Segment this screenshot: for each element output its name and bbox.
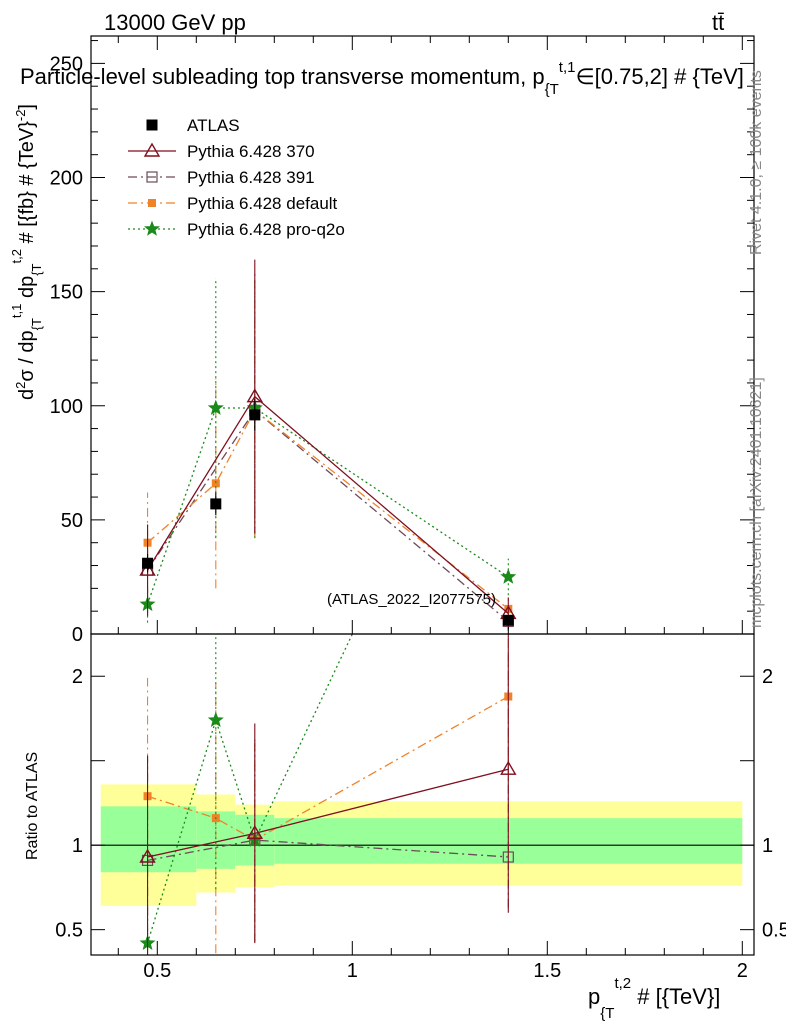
point-atlas-1 — [210, 498, 222, 510]
legend-marker-atlas — [146, 119, 158, 131]
ratio-panel-data — [139, 298, 517, 955]
main-ytick-label-0: 0 — [72, 624, 83, 646]
main-y-axis-label: d2σ / dp{Tt,1 dp{Tt,2 # [{fb} # {TeV}-2] — [9, 104, 44, 400]
title-superscript: t,1 — [559, 59, 576, 76]
main-ytick-label-1: 50 — [61, 510, 83, 532]
axes-ticks: 0 50 100 150 200 250 0.5 0.5 1 1 2 2 0.5 1 1.5 2 — [50, 36, 786, 982]
ratio-ytick-label-right-3: 2 — [762, 666, 773, 688]
ratio-uncertainty-bands — [91, 784, 754, 907]
title-subscript: {T — [545, 81, 559, 98]
xtick-label-3: 2 — [737, 960, 748, 982]
ratio-ytick-label-3: 2 — [72, 666, 83, 688]
analysis-watermark: (ATLAS_2022_I2077575) — [327, 591, 496, 608]
legend-marker-default — [148, 199, 156, 207]
xtick-label-1: 1 — [347, 960, 358, 982]
main-ytick-label-4: 200 — [50, 168, 83, 190]
series-atlas — [142, 398, 514, 626]
point-atlas-3 — [502, 614, 514, 626]
point-p370-0 — [139, 848, 156, 863]
main-ytick-label-2: 100 — [50, 396, 83, 418]
mcplots-label: mcplots.cern.ch [arXiv:2401.10621] — [748, 377, 765, 628]
process-label: tt̄ — [712, 10, 724, 35]
line-default — [147, 409, 509, 610]
legend-marker-p391 — [146, 171, 158, 183]
ratio-ytick-label-1: 1 — [72, 835, 83, 857]
rivet-version-label: Rivet 4.1.0, ≥ 100k events — [748, 70, 765, 255]
main-ytick-label-3: 150 — [50, 282, 83, 304]
point-proq2o-1 — [207, 711, 224, 727]
point-default-1 — [211, 479, 220, 488]
point-proq2o-3 — [502, 298, 515, 311]
ratio-panel-frame — [90, 633, 755, 956]
title-tail: ∈[0.75,2] # {TeV] — [575, 64, 743, 89]
legend: ATLAS Pythia 6.428 370 Pythia 6.428 391 Pyt… — [128, 116, 345, 239]
line-p370 — [146, 395, 509, 614]
inner-band-0 — [100, 806, 197, 873]
point-p370-0 — [139, 561, 156, 576]
ratio-ytick-label-0: 0.5 — [55, 920, 83, 942]
legend-label-p370: Pythia 6.428 370 — [187, 142, 315, 161]
title-main: Particle-level subleading top transverse… — [20, 64, 545, 89]
point-p370-2 — [500, 760, 517, 775]
legend-marker-proq2o — [144, 220, 160, 236]
series-p391 — [141, 273, 514, 631]
point-proq2o-1 — [207, 399, 224, 415]
series-p370 — [139, 634, 517, 955]
main-ytick-label-5: 250 — [50, 53, 83, 75]
x-axis-label: p{Tt,2 # [{TeV}] — [588, 975, 720, 1022]
energy-label: 13000 GeV pp — [104, 10, 246, 35]
legend-item-proq2o: Pythia 6.428 pro-q2o — [128, 220, 345, 239]
chart-title: Particle-level subleading top transverse… — [20, 59, 744, 98]
point-atlas-2 — [249, 409, 261, 421]
legend-label-atlas: ATLAS — [187, 116, 240, 135]
point-proq2o-3 — [500, 568, 517, 584]
legend-item-default: Pythia 6.428 default — [128, 194, 338, 213]
ratio-ytick-label-right-0: 0.5 — [762, 920, 786, 942]
line-proq2o — [146, 634, 354, 944]
main-panel-data — [139, 259, 517, 631]
xtick-label-0: 0.5 — [143, 960, 171, 982]
legend-item-p370: Pythia 6.428 370 — [128, 142, 315, 161]
xtick-label-2: 1.5 — [533, 960, 561, 982]
legend-item-atlas: ATLAS — [146, 116, 240, 135]
line-proq2o — [146, 407, 509, 605]
legend-label-default: Pythia 6.428 default — [187, 194, 338, 213]
point-atlas-0 — [142, 557, 154, 569]
line-p391 — [146, 409, 509, 622]
point-p370-1 — [246, 824, 264, 840]
legend-marker-p370 — [143, 142, 161, 157]
legend-label-p391: Pythia 6.428 391 — [187, 168, 315, 187]
series-p370 — [139, 259, 517, 630]
legend-label-proq2o: Pythia 6.428 pro-q2o — [187, 220, 345, 239]
legend-item-p391: Pythia 6.428 391 — [128, 168, 315, 187]
ratio-y-axis-label: Ratio to ATLAS — [24, 752, 41, 860]
ratio-ytick-label-right-1: 1 — [762, 835, 773, 857]
